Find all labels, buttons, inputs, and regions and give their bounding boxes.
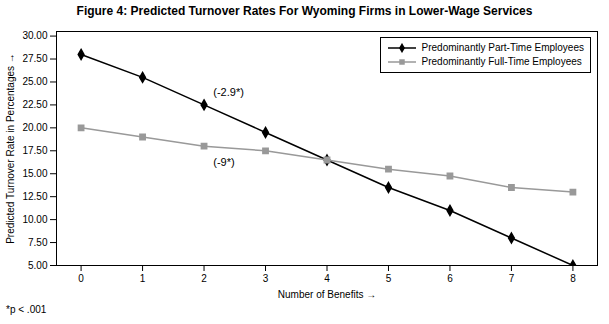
svg-text:12.50: 12.50 — [22, 191, 47, 202]
svg-text:2: 2 — [201, 273, 207, 284]
svg-text:(-2.9*): (-2.9*) — [213, 86, 244, 98]
svg-text:1: 1 — [140, 273, 146, 284]
html-text:Figure 4: Predicted Turnover R: Figure 4: Predicted Turnover Rates For W… — [76, 4, 533, 18]
svg-text:7: 7 — [509, 273, 515, 284]
svg-text:10.00: 10.00 — [22, 214, 47, 225]
svg-text:0: 0 — [78, 273, 84, 284]
html-text:*p < .001: *p < .001 — [6, 304, 47, 315]
svg-text:15.00: 15.00 — [22, 168, 47, 179]
svg-text:Number of Benefits →: Number of Benefits → — [278, 289, 376, 300]
svg-text:4: 4 — [324, 273, 330, 284]
svg-text:(-9*): (-9*) — [213, 156, 234, 168]
svg-text:17.50: 17.50 — [22, 145, 47, 156]
svg-text:6: 6 — [447, 273, 453, 284]
svg-text:8: 8 — [570, 273, 576, 284]
svg-text:5.00: 5.00 — [28, 260, 48, 271]
svg-text:7.50: 7.50 — [28, 237, 48, 248]
svg-text:27.50: 27.50 — [22, 53, 47, 64]
svg-text:5: 5 — [386, 273, 392, 284]
svg-text:20.00: 20.00 — [22, 122, 47, 133]
html-text:Predominantly Part-Time Employ: Predominantly Part-Time Employees — [421, 42, 584, 53]
svg-text:25.00: 25.00 — [22, 76, 47, 87]
svg-text:30.00: 30.00 — [22, 30, 47, 41]
svg-text:Predicted Turnover Rate in Per: Predicted Turnover Rate in Percentages → — [5, 53, 16, 244]
svg-text:3: 3 — [263, 273, 269, 284]
svg-text:22.50: 22.50 — [22, 99, 47, 110]
html-text:Predominantly Full-Time Employ: Predominantly Full-Time Employees — [421, 56, 582, 67]
